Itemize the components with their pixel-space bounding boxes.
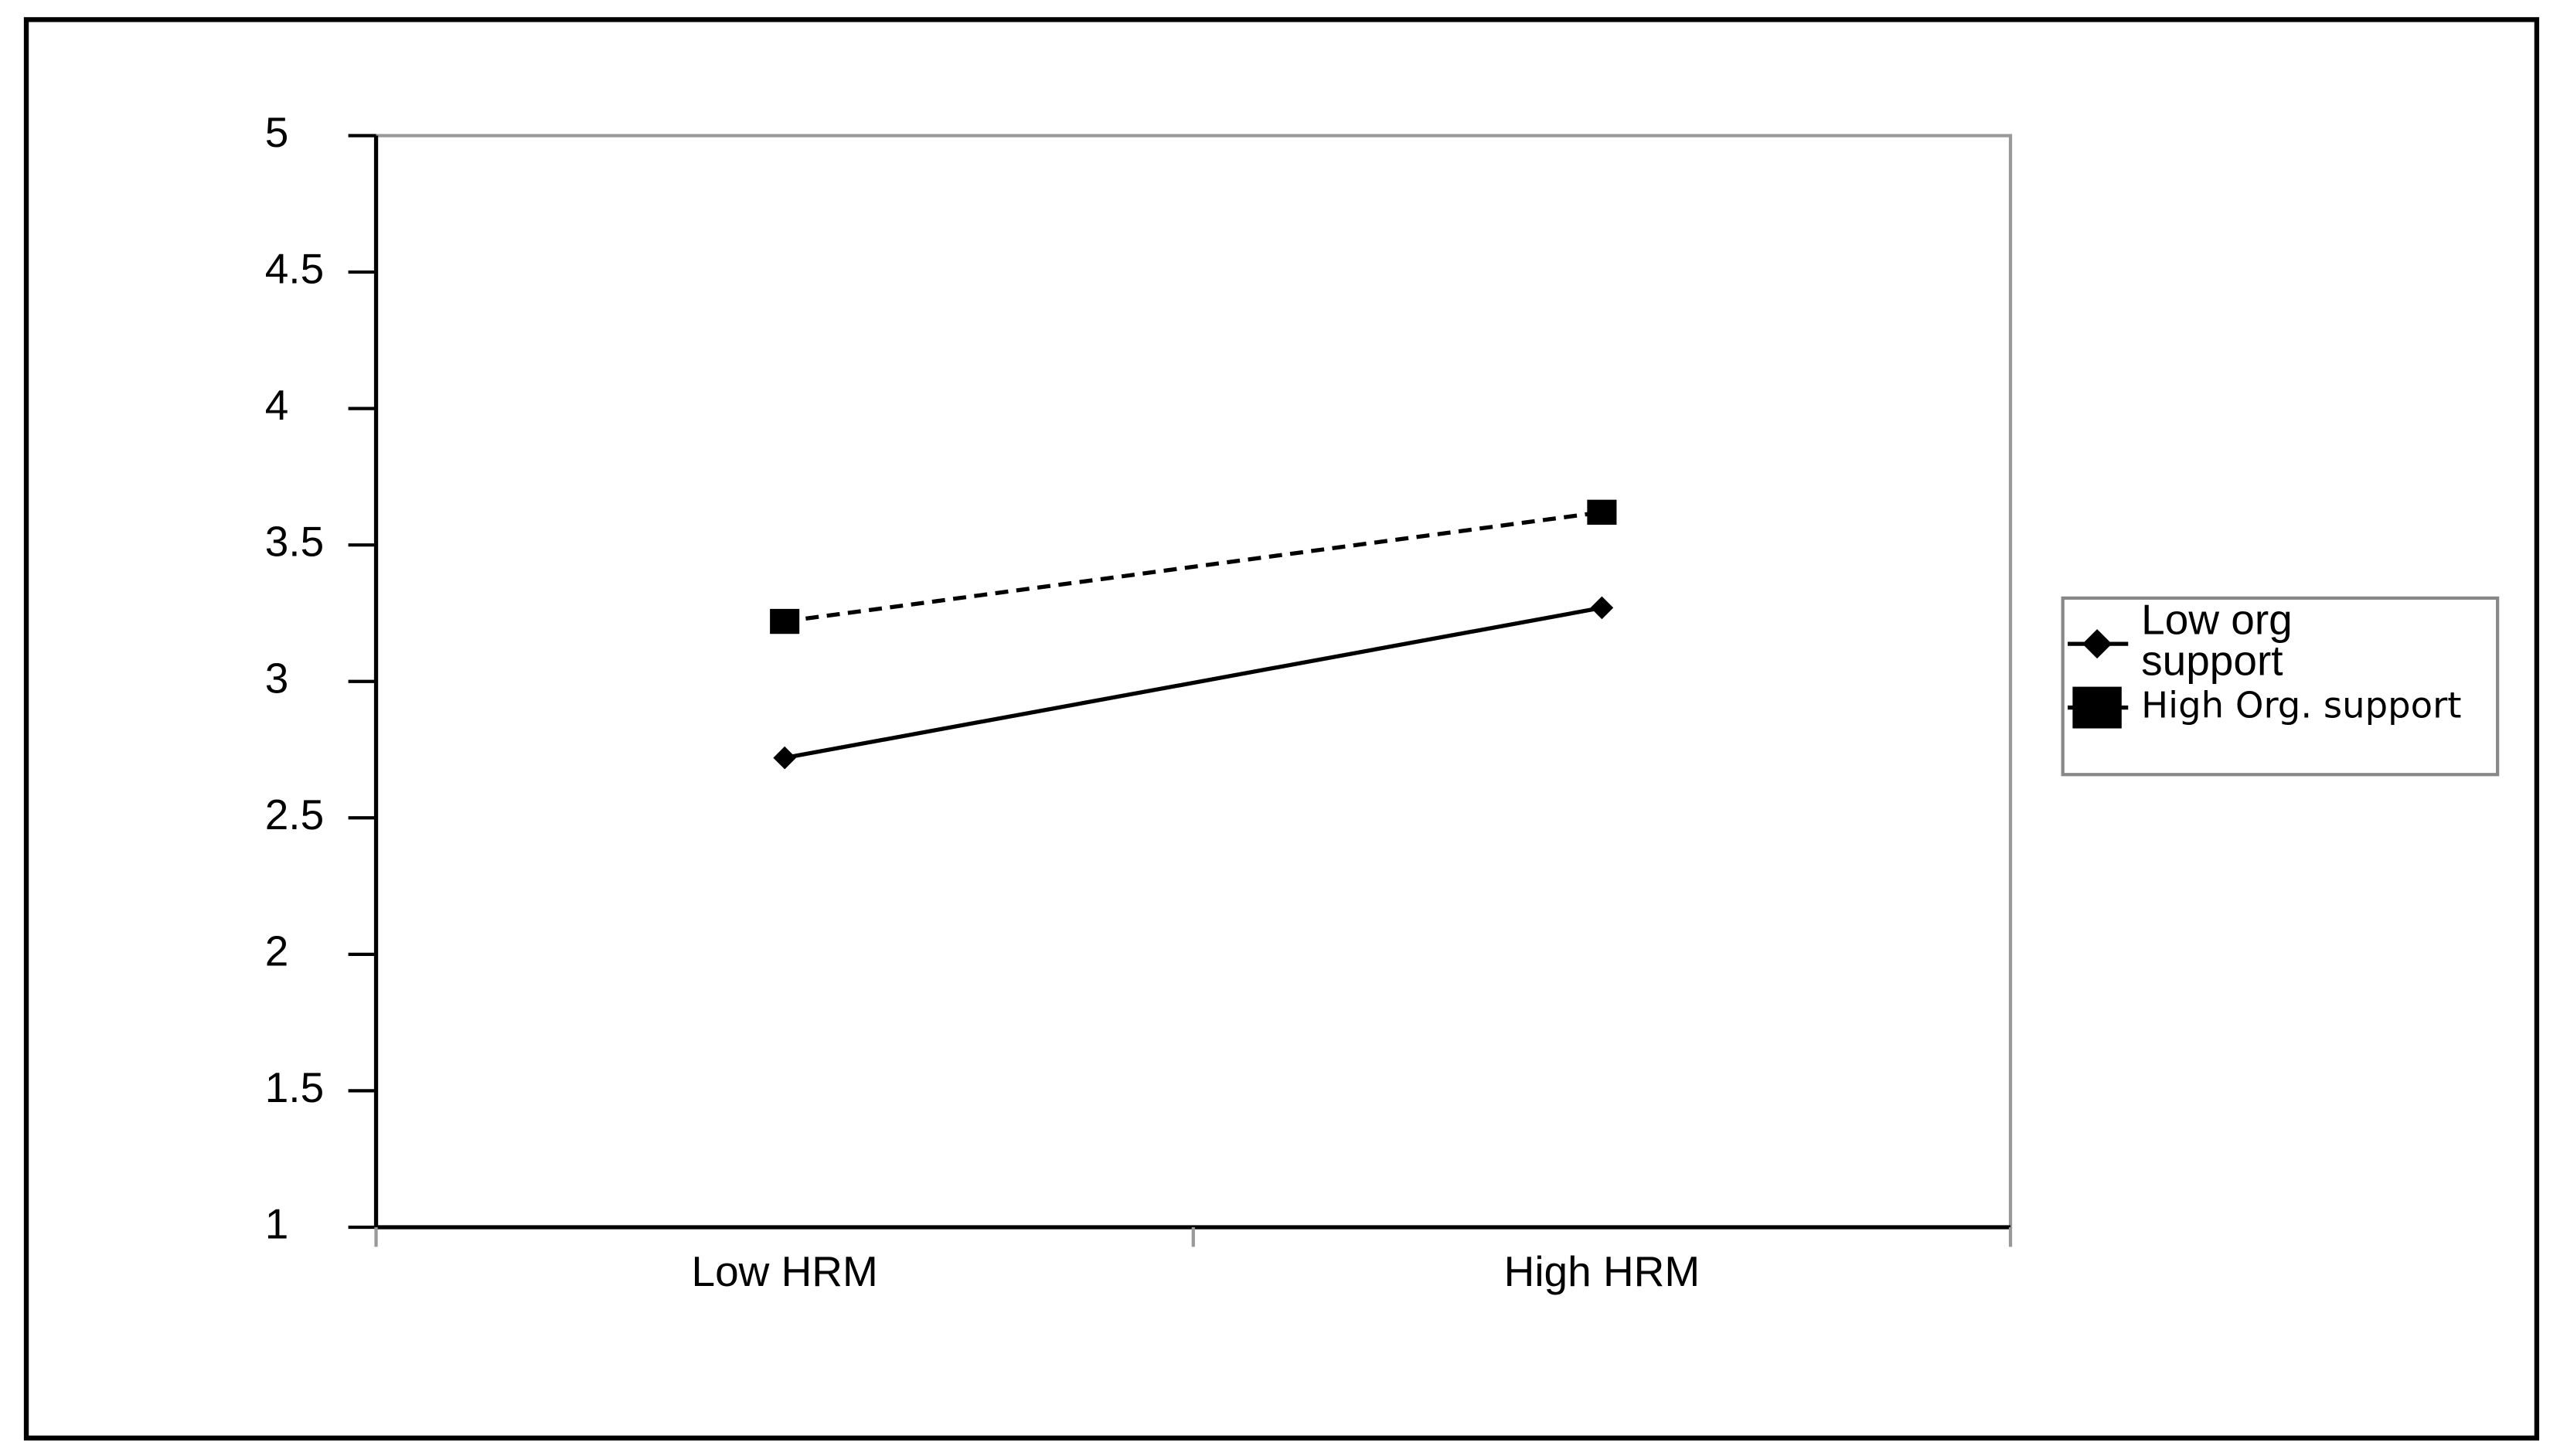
legend-label: High Org. support xyxy=(2141,686,2462,727)
y-tick-label: 2.5 xyxy=(265,791,324,839)
legend-entry: Low org support xyxy=(2141,600,2293,685)
legend-entry: High Org. support xyxy=(2141,686,2462,727)
y-tick-label: 5 xyxy=(265,108,289,156)
y-tick-label: 3 xyxy=(265,654,289,702)
legend-label: Low org support xyxy=(2141,600,2293,685)
y-tick-label: 4 xyxy=(265,381,289,429)
y-tick-label: 1.5 xyxy=(265,1063,324,1111)
series-line xyxy=(784,605,1602,760)
y-tick-label: 4.5 xyxy=(265,245,324,293)
marker xyxy=(770,608,800,634)
y-tick-label: 1 xyxy=(265,1199,289,1247)
marker xyxy=(1587,499,1617,525)
y-tick-label: 2 xyxy=(265,927,289,975)
y-tick-label: 3.5 xyxy=(265,518,324,566)
x-tick-label: Low HRM xyxy=(692,1247,878,1295)
legend-box xyxy=(2061,596,2500,777)
x-tick-label: High HRM xyxy=(1504,1247,1701,1295)
series-line xyxy=(784,510,1602,624)
marker xyxy=(2072,686,2122,729)
